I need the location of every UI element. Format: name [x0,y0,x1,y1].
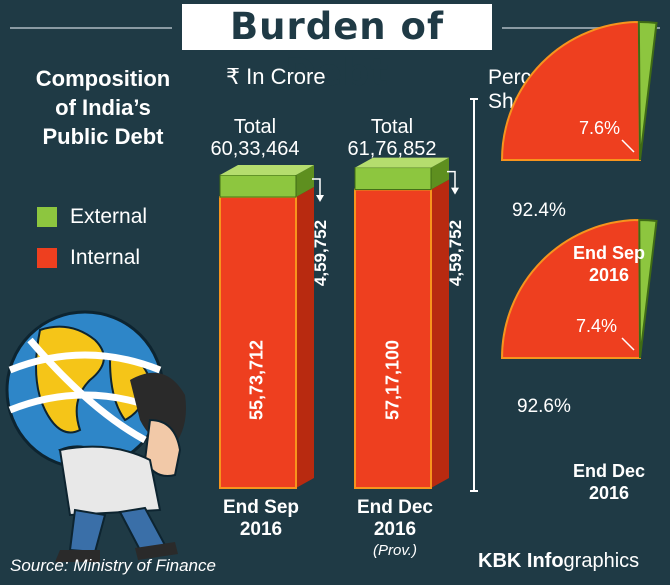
pie-sep-category-line1: End Sep [572,243,645,263]
credit-brand: KBK Info [478,550,564,572]
credit-suffix: graphics [563,550,640,572]
legend-label-internal: Internal [70,246,141,269]
bar-category-sep-line2: 2016 [239,519,283,540]
bar-category-dec-line1: End Dec [356,497,434,518]
bar-stack-sep [219,165,324,489]
title-rule-right [502,27,660,29]
title-rule-left [10,27,172,29]
pie-sep-slice-external [637,21,658,161]
bar-total-value-sep: 60,33,464 [210,138,300,160]
pie-dec-slice-external [638,219,658,359]
bar-external-pointer-sep [312,178,321,198]
source-note: Source: Ministry of Finance [10,556,216,575]
pie-dec-category: End Dec 2016 [559,460,659,504]
pie-dec-slice-internal [500,218,642,359]
bar-total-word-dec: Total [370,116,414,138]
bar-external-arrowhead-dec [451,187,459,195]
bar-category-dec-line2: 2016 [373,519,417,540]
legend-swatch-internal [37,248,57,268]
bar-internal-dec [354,188,432,489]
page-title: Burden of Debt [182,4,492,94]
bar-internal-side-dec [431,179,449,488]
chart-subtitle: Composition of India’s Public Debt [8,64,198,151]
pie-sep-external-label: 7.6% [579,118,621,138]
bar-external-arrowhead-sep [316,195,324,203]
bar-stack-dec [354,157,459,489]
unit-label: ₹ In Crore [226,64,326,89]
subtitle-line-1: Composition [35,66,171,91]
divider-tick-bottom [470,490,478,492]
pie-sep-external-pointer [621,139,635,153]
bar-category-dec-note: (Prov.) [373,542,417,559]
pie-sep-category-line2: 2016 [588,265,630,285]
pie-sep-internal-label: 92.4% [512,200,566,221]
section-divider [473,98,475,492]
pie-dec-external-pointer [621,337,635,351]
pie-dec-category-line1: End Dec [572,461,646,481]
legend-label-external: External [70,205,148,228]
pie-dec-external-label: 7.4% [576,316,618,336]
bar-external-top-sep [220,165,314,176]
bar-external-side-dec [431,157,449,190]
subtitle-line-2: of India’s [55,95,151,120]
pie-dec-category-line2: 2016 [588,483,630,503]
pie-sep-category: End Sep 2016 [559,242,659,286]
bar-internal-side-sep [296,187,314,488]
bar-total-word-sep: Total [233,116,277,138]
subtitle-line-3: Public Debt [42,124,164,149]
bar-external-top-dec [355,157,449,168]
bar-external-pointer-dec [447,170,456,190]
bar-category-sep-line1: End Sep [222,497,299,518]
divider-tick-top [470,98,478,100]
pie-sep-slice-internal [500,20,642,161]
bar-category-dec: End Dec 2016 [340,497,450,541]
globe-carrier-illustration [5,310,186,562]
credit-logo: KBK Infographics [478,550,639,573]
carrier-figure [55,372,186,562]
bar-category-sep: End Sep 2016 [206,497,316,541]
bar-internal-sep [219,196,297,489]
bar-total-value-dec: 61,76,852 [347,138,437,160]
bar-external-side-sep [296,165,314,198]
legend-swatch-external [37,207,57,227]
pie-dec-internal-label: 92.6% [517,396,571,417]
